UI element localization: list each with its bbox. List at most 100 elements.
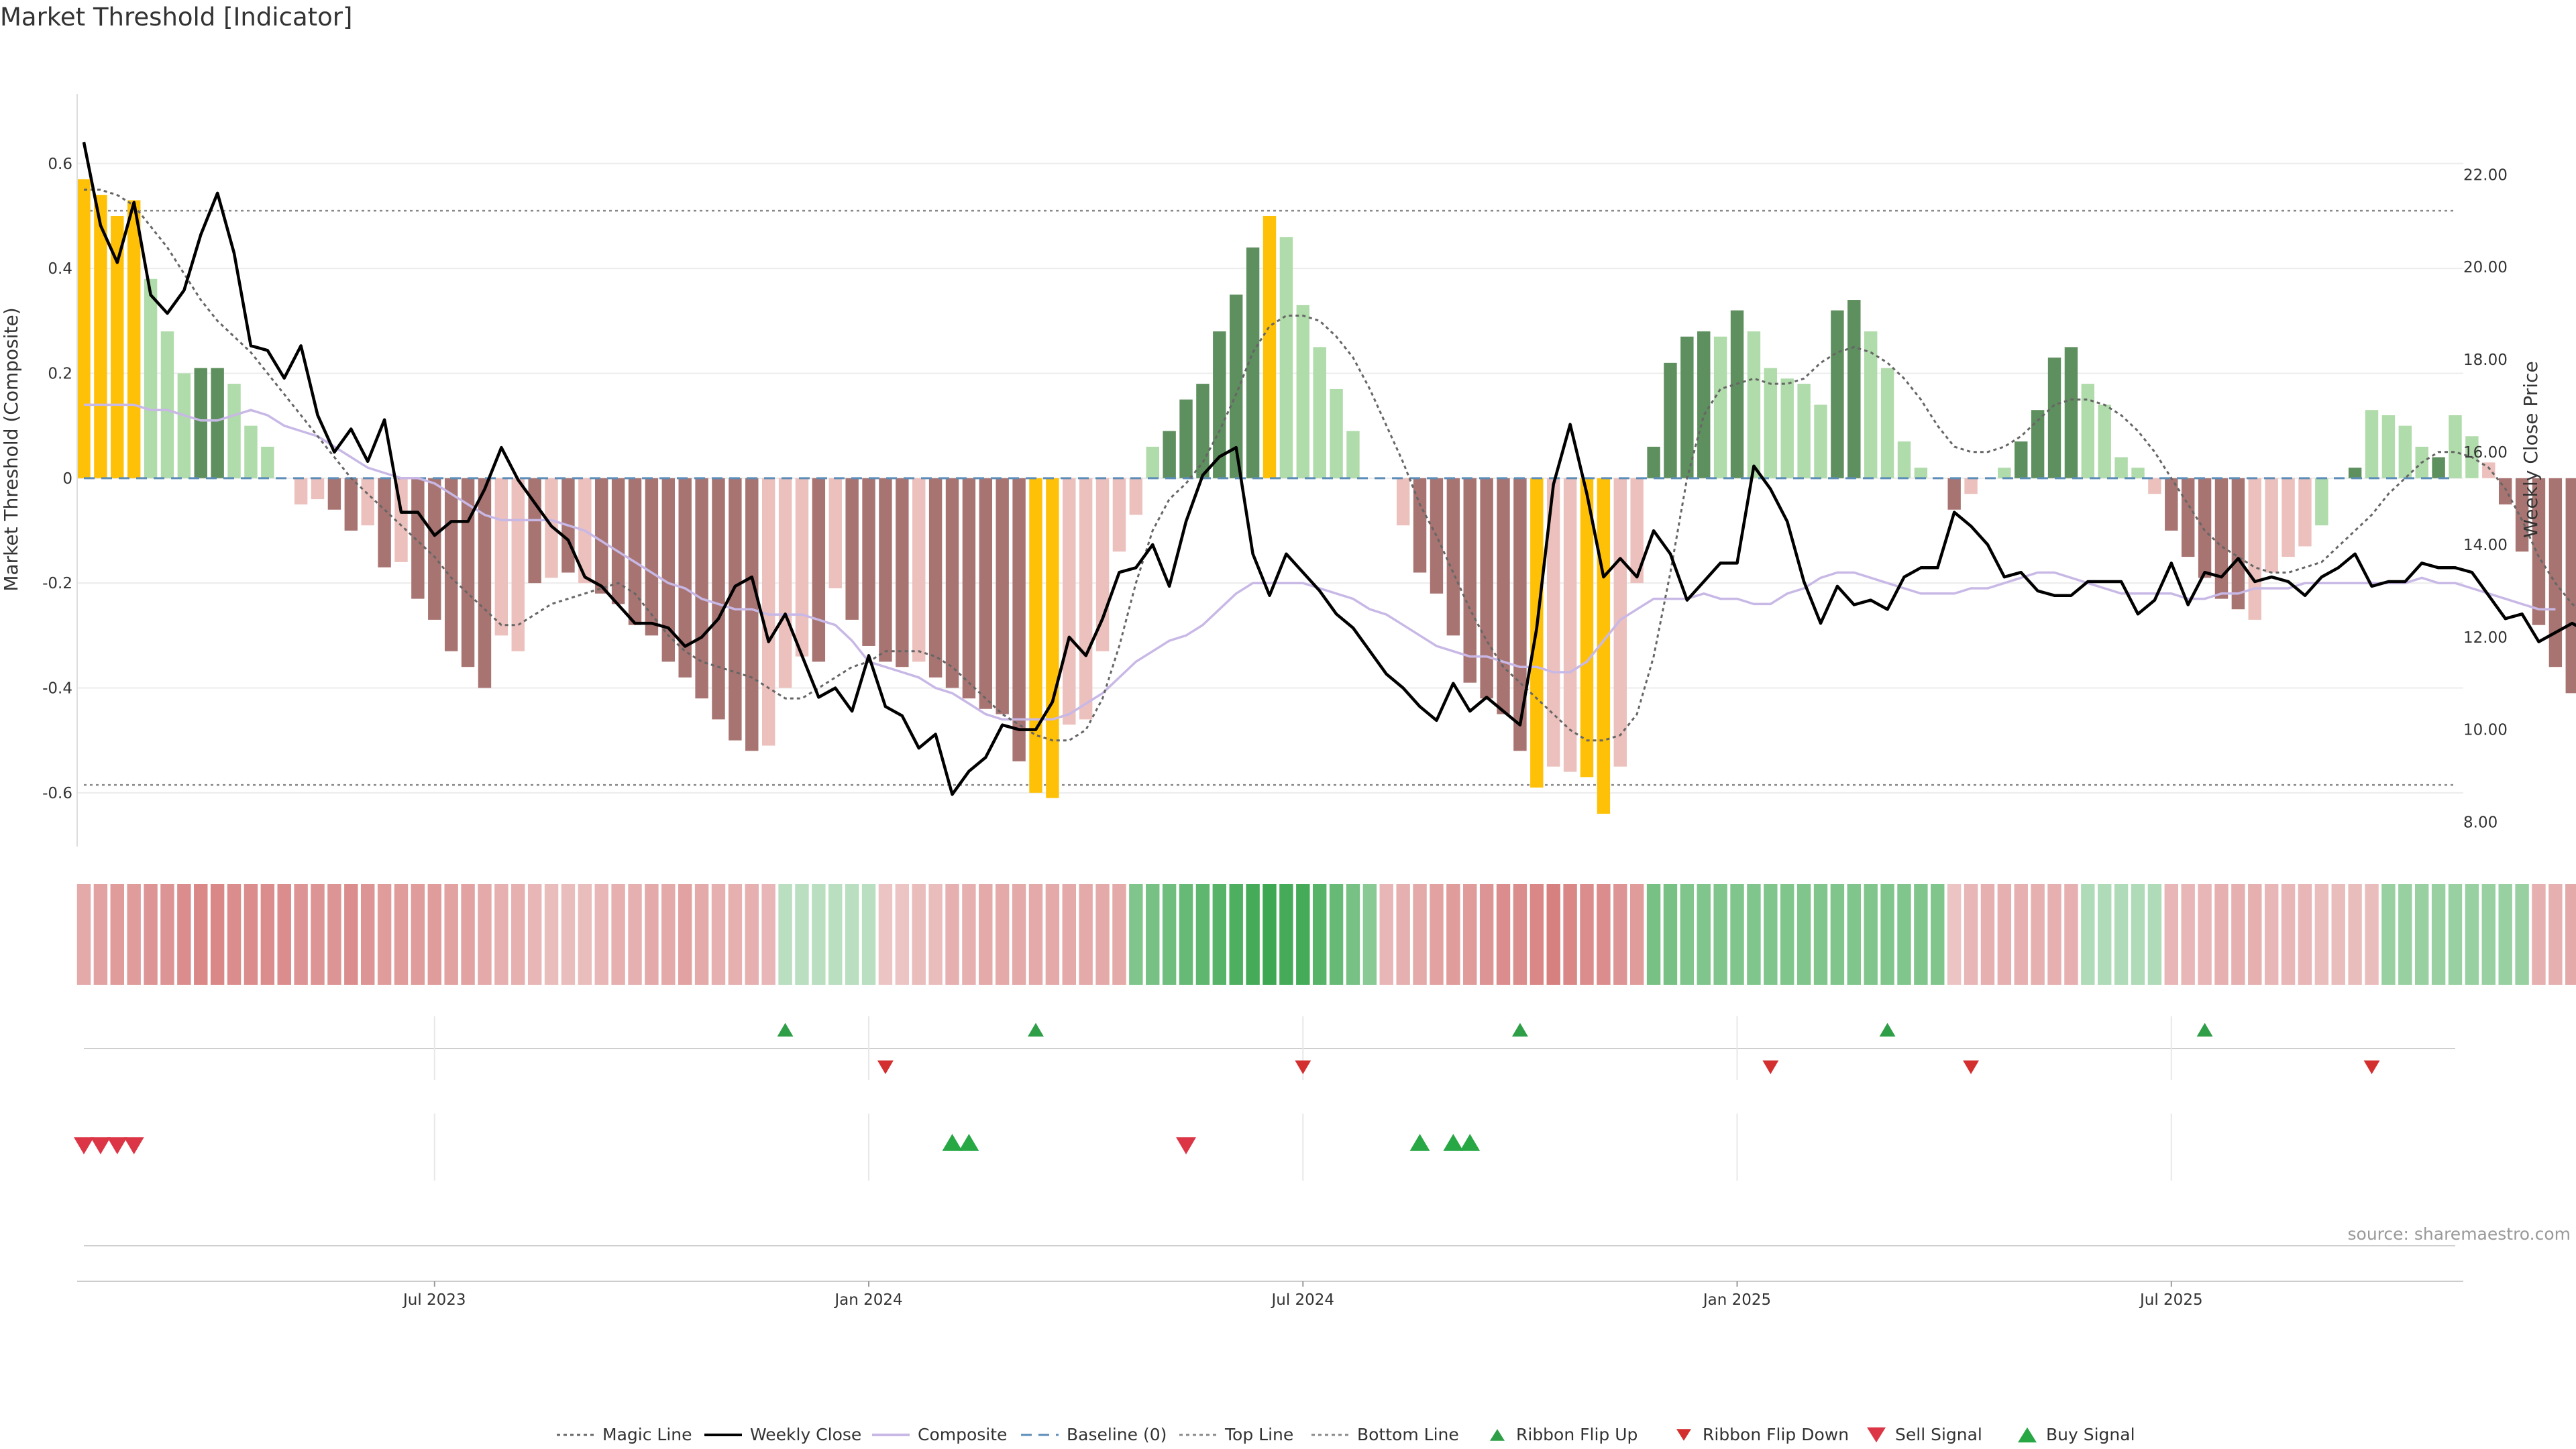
ribbon-cell xyxy=(2281,884,2296,985)
ribbon-cell xyxy=(761,884,775,985)
composite-bar xyxy=(928,478,943,678)
ribbon-cell xyxy=(1730,884,1744,985)
x-tick-label: Jan 2024 xyxy=(833,1291,902,1309)
composite-bar xyxy=(1664,362,1677,478)
composite-bar xyxy=(1163,431,1176,478)
y-tick-right: 20.00 xyxy=(2463,259,2508,276)
legend-swatch xyxy=(1867,1427,1886,1443)
ribbon-cell xyxy=(1830,884,1845,985)
composite-bar xyxy=(595,478,608,594)
ribbon-cell xyxy=(2331,884,2345,985)
ribbon-cell xyxy=(1597,884,1611,985)
ribbon-cell xyxy=(628,884,642,985)
composite-bar xyxy=(1831,310,1844,478)
ribbon-cell xyxy=(728,884,743,985)
ribbon-cell xyxy=(1529,884,1544,985)
ribbon-cell xyxy=(2498,884,2512,985)
ribbon-cell xyxy=(2515,884,2529,985)
axes: 0.6 0.4 0.2 0 -0.2 -0.4 -0.6 22.00 20.00 18.00 16.… xyxy=(42,94,2508,847)
ribbon-cell xyxy=(2114,884,2129,985)
composite-bar xyxy=(2265,478,2278,573)
composite-bar xyxy=(2181,478,2195,557)
composite-bar xyxy=(645,478,659,636)
composite-bar xyxy=(678,478,692,678)
ribbon-cell xyxy=(2348,884,2362,985)
composite-bar xyxy=(795,478,809,657)
buy-signal-marker xyxy=(942,1134,963,1151)
ribbon-flip-down-marker xyxy=(2363,1060,2380,1075)
composite-bar xyxy=(845,478,859,620)
ribbon-cell xyxy=(427,884,441,985)
composite-bar xyxy=(1897,441,1911,478)
sell-signal-marker xyxy=(74,1137,94,1155)
composite-bar xyxy=(862,478,875,646)
ribbon-cell xyxy=(611,884,625,985)
composite-bar xyxy=(211,368,224,478)
composite-bar xyxy=(227,384,241,478)
buy-signal-marker xyxy=(1409,1134,1430,1151)
composite-bar xyxy=(1964,478,1978,494)
composite-bar xyxy=(1814,405,1827,478)
ribbon-cell xyxy=(1146,884,1160,985)
ribbon-cell xyxy=(1179,884,1193,985)
ribbon-cell xyxy=(1279,884,1293,985)
ribbon-cell xyxy=(1764,884,1778,985)
ribbon-flip-down-marker xyxy=(877,1060,894,1075)
ribbon-cell xyxy=(1212,884,1227,985)
ribbon-cell xyxy=(2131,884,2145,985)
ribbon-cell xyxy=(1463,884,1477,985)
ribbon-cell xyxy=(177,884,191,985)
x-tick-label: Jul 2025 xyxy=(2139,1291,2203,1309)
y-axis-right-title: Weekly Close Price xyxy=(2520,361,2542,537)
y-tick-right: 12.00 xyxy=(2463,629,2508,647)
ribbon-cell xyxy=(711,884,726,985)
ribbon-cell xyxy=(2264,884,2279,985)
ribbon-cell xyxy=(2415,884,2429,985)
composite-bar xyxy=(1079,478,1093,720)
composite-bar xyxy=(2498,478,2512,504)
legend-label: Composite xyxy=(918,1425,1007,1444)
ribbon-cell xyxy=(2448,884,2463,985)
composite-bar xyxy=(661,478,676,662)
composite-bar xyxy=(294,478,308,504)
ribbon-cell xyxy=(2064,884,2078,985)
legend-label: Top Line xyxy=(1224,1425,1293,1444)
ribbon-cell xyxy=(1413,884,1427,985)
ribbon-cell xyxy=(1246,884,1260,985)
ribbon-cell xyxy=(1747,884,1761,985)
ribbon-cell xyxy=(1613,884,1627,985)
source-note: source: sharemaestro.com xyxy=(2348,1224,2571,1244)
ribbon-cell xyxy=(1546,884,1560,985)
composite-bar xyxy=(1497,478,1510,714)
composite-bar xyxy=(1246,247,1260,478)
ribbon-cell xyxy=(795,884,809,985)
legend-label: Ribbon Flip Up xyxy=(1516,1425,1638,1444)
composite-bar xyxy=(979,478,993,709)
composite-bar xyxy=(2098,405,2111,478)
composite-bar xyxy=(945,478,959,688)
composite-bar xyxy=(1797,384,1811,478)
ribbon-cell xyxy=(1312,884,1327,985)
composite-bar xyxy=(344,478,358,531)
composite-bar xyxy=(1463,478,1477,683)
ribbon-cell xyxy=(277,884,291,985)
ribbon-cell xyxy=(912,884,926,985)
ribbon-cell xyxy=(745,884,759,985)
legend-label: Sell Signal xyxy=(1895,1425,1982,1444)
composite-bar xyxy=(77,179,91,478)
ribbon-cell xyxy=(2548,884,2563,985)
composite-bar xyxy=(2148,478,2161,494)
ribbon-cell xyxy=(661,884,676,985)
ribbon-cell xyxy=(2181,884,2195,985)
ribbon-cell xyxy=(1813,884,1828,985)
ribbon-cell xyxy=(2047,884,2061,985)
ribbon-cell xyxy=(1580,884,1594,985)
ribbon-cell xyxy=(1095,884,1110,985)
composite-bar xyxy=(2064,347,2078,478)
composite-bar xyxy=(411,478,425,599)
composite-bar xyxy=(444,478,458,651)
y-tick-left: -0.4 xyxy=(42,680,72,697)
ribbon-cell xyxy=(1980,884,1995,985)
ribbon-cell xyxy=(1563,884,1577,985)
